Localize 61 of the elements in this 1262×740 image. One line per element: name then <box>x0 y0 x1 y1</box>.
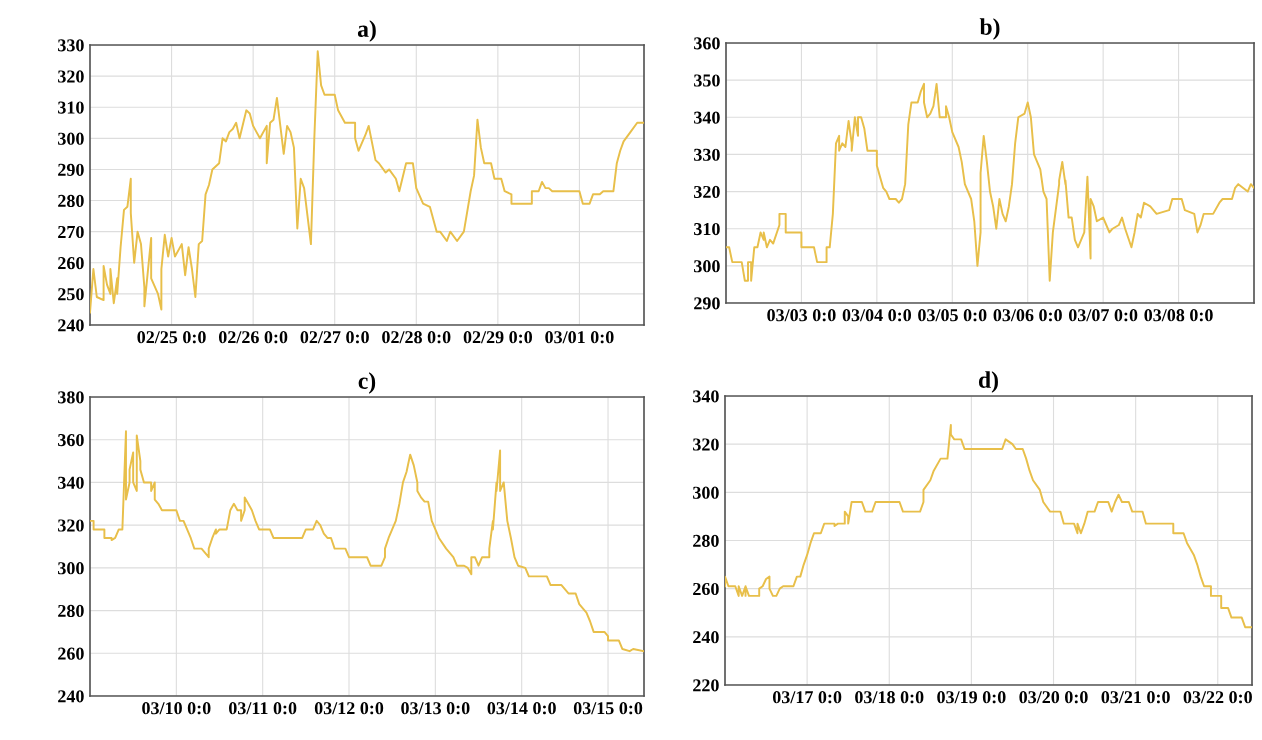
x-tick-label: 03/13 0:0 <box>401 702 470 715</box>
y-tick-label: 280 <box>58 604 84 618</box>
y-tick-label: 340 <box>58 476 84 489</box>
x-tick-label: 03/05 0:0 <box>918 309 987 322</box>
x-tick-label: 03/22 0:0 <box>1183 691 1252 704</box>
x-tick-label: 03/04 0:0 <box>842 309 912 322</box>
y-tick-label: 240 <box>58 690 84 703</box>
y-tick-label: 310 <box>58 101 84 114</box>
y-tick-label: 310 <box>694 222 720 236</box>
y-tick-label: 320 <box>58 70 84 83</box>
x-tick-label: 03/21 0:0 <box>1101 691 1170 704</box>
y-tick-label: 350 <box>694 74 720 87</box>
y-tick-label: 260 <box>58 257 84 270</box>
x-tick-label: 03/19 0:0 <box>937 691 1006 704</box>
y-tick-label: 320 <box>58 519 84 532</box>
x-tick-label: 03/15 0:0 <box>573 702 643 715</box>
x-tick-label: 03/18 0:0 <box>855 691 924 704</box>
y-tick-label: 300 <box>693 486 719 499</box>
y-tick-label: 250 <box>58 288 84 301</box>
y-tick-label: 240 <box>693 631 719 644</box>
y-tick-label: 320 <box>694 185 720 199</box>
chart-title: c) <box>358 372 376 394</box>
chart-title: d) <box>978 371 998 393</box>
x-tick-label: 02/29 0:0 <box>463 331 533 344</box>
x-tick-label: 03/06 0:0 <box>993 309 1062 322</box>
x-tick-label: 02/25 0:0 <box>137 331 206 344</box>
x-tick-label: 03/17 0:0 <box>772 691 842 704</box>
y-tick-label: 260 <box>693 582 719 596</box>
x-tick-label: 02/26 0:0 <box>218 331 288 344</box>
y-tick-label: 270 <box>58 225 84 239</box>
x-tick-label: 02/27 0:0 <box>300 331 369 344</box>
y-tick-label: 300 <box>694 260 720 273</box>
y-tick-label: 300 <box>58 562 84 575</box>
y-tick-label: 340 <box>694 111 720 124</box>
x-tick-label: 02/28 0:0 <box>382 331 451 344</box>
x-tick-label: 03/10 0:0 <box>142 702 211 715</box>
y-tick-label: 280 <box>58 194 84 207</box>
y-tick-label: 240 <box>58 319 84 332</box>
y-tick-label: 290 <box>58 163 84 176</box>
x-tick-label: 03/20 0:0 <box>1019 691 1088 704</box>
y-tick-label: 280 <box>693 534 719 547</box>
y-tick-label: 320 <box>693 438 719 451</box>
y-tick-label: 300 <box>58 132 84 145</box>
y-tick-label: 360 <box>58 433 84 447</box>
y-tick-label: 260 <box>58 647 84 660</box>
x-tick-label: 03/11 0:0 <box>229 702 297 715</box>
x-tick-label: 03/07 0:0 <box>1068 309 1138 322</box>
x-tick-label: 03/03 0:0 <box>767 309 836 322</box>
y-tick-label: 330 <box>694 148 720 161</box>
y-tick-label: 290 <box>694 297 720 310</box>
y-tick-label: 330 <box>58 39 84 52</box>
x-tick-label: 03/08 0:0 <box>1144 309 1213 322</box>
y-tick-label: 340 <box>693 390 719 403</box>
y-tick-label: 360 <box>694 37 720 50</box>
x-tick-label: 03/14 0:0 <box>487 702 556 715</box>
y-tick-label: 220 <box>693 679 719 692</box>
x-tick-label: 03/01 0:0 <box>545 331 614 344</box>
chart-title: a) <box>357 20 376 42</box>
y-tick-label: 380 <box>58 391 84 404</box>
chart-title: b) <box>979 18 1000 40</box>
x-tick-label: 03/12 0:0 <box>314 702 384 715</box>
